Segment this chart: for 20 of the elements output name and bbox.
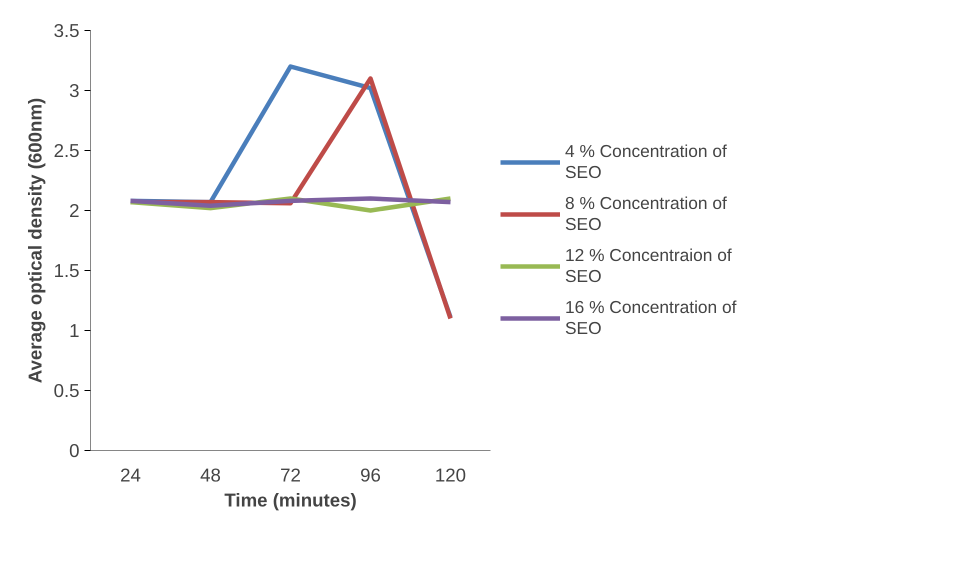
y-tick-label: 1	[69, 320, 80, 341]
y-tick-label: 2.5	[54, 140, 80, 161]
y-axis-title: Average optical density (600nm)	[24, 98, 46, 384]
legend-label: 8 % Concentration of SEO	[565, 192, 727, 236]
y-tick-label: 0	[69, 440, 80, 461]
y-tick-label: 3	[69, 80, 80, 101]
x-axis-title: Time (minutes)	[224, 490, 357, 510]
x-tick-label: 48	[200, 464, 221, 486]
x-tick-label: 96	[360, 464, 381, 486]
x-tick-label: 120	[434, 464, 466, 486]
y-tick-label: 0.5	[54, 380, 80, 401]
x-tick-label: 24	[120, 464, 141, 486]
y-tick-label: 3.5	[54, 20, 80, 41]
line-series	[128, 196, 453, 208]
x-tick-label: 72	[280, 464, 301, 486]
legend-label: 16 % Concentration of SEO	[565, 296, 736, 340]
y-tick-label: 2	[69, 200, 80, 221]
legend-label: 4 % Concentration of SEO	[565, 140, 727, 184]
y-tick-label: 1.5	[54, 260, 80, 281]
legend-label: 12 % Concentraion of SEO	[565, 244, 732, 288]
